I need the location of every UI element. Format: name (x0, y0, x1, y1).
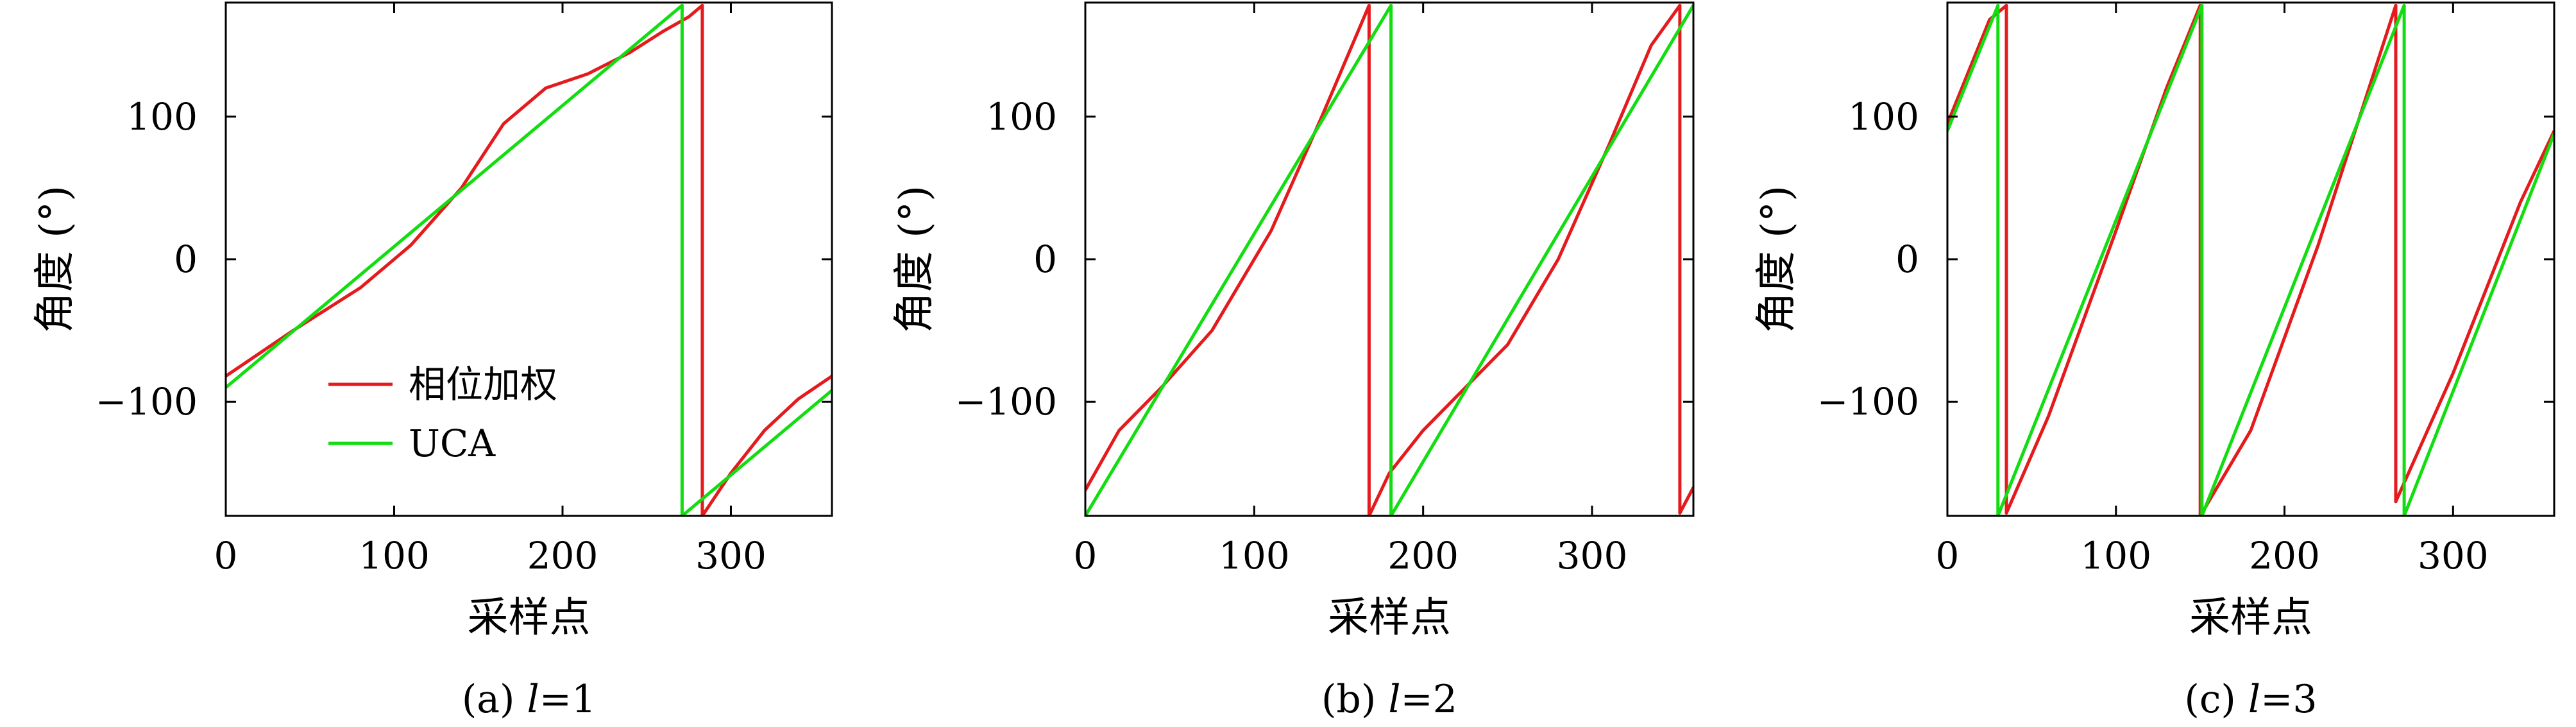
panel-caption: (a) l=1 (462, 677, 596, 722)
series-line-phase-weighted (1947, 3, 2554, 516)
legend: 相位加权 UCA (328, 363, 557, 465)
caption-variable: l (1388, 677, 1400, 722)
x-tick-label: 200 (527, 534, 598, 577)
y-tick-label: 100 (1848, 95, 1919, 139)
series-line-phase-weighted (226, 3, 832, 516)
panel-2: 0 100 200 300 −100 0 100 采样点 角度 (°) (b) l=2 (891, 1, 1695, 722)
caption-value: =3 (2260, 677, 2317, 722)
panel-1: 0 100 200 300 −100 0 100 采样点 角度 (°) (a) l=1 相位加权 UC… (31, 1, 833, 722)
panel-caption: (b) l=2 (1321, 677, 1457, 722)
x-tick-label: 100 (2080, 534, 2151, 577)
legend-label: 相位加权 (409, 363, 557, 406)
series-line-phase-weighted (1085, 3, 1693, 516)
series-line-uca (226, 3, 832, 516)
caption-value: =2 (1401, 677, 1457, 722)
x-tick-label: 200 (1387, 534, 1459, 577)
panel-3: 0 100 200 300 −100 0 100 采样点 角度 (°) (c) l=3 (1753, 1, 2555, 722)
y-tick-label: 100 (126, 95, 198, 139)
x-tick-label: 0 (1074, 534, 1097, 577)
y-tick-label: 0 (1895, 237, 1919, 281)
x-axis-label: 采样点 (1328, 594, 1451, 642)
y-tick-label: −100 (96, 380, 198, 423)
x-tick-label: 300 (695, 534, 767, 577)
series-line-uca (1085, 3, 1693, 516)
x-tick-label: 0 (1936, 534, 1960, 577)
y-tick-label: 0 (174, 237, 198, 281)
x-tick-label: 300 (1557, 534, 1628, 577)
caption-prefix: (a) (462, 677, 527, 722)
caption-variable: l (2248, 677, 2260, 722)
plot-frame (1084, 1, 1695, 517)
y-tick-label: 100 (986, 95, 1057, 139)
x-tick-label: 100 (359, 534, 430, 577)
y-tick-label: 0 (1033, 237, 1057, 281)
series-line-uca (1947, 3, 2554, 516)
legend-label: UCA (409, 422, 496, 465)
x-tick-label: 300 (2418, 534, 2489, 577)
x-tick-label: 0 (214, 534, 238, 577)
x-tick-label: 100 (1219, 534, 1290, 577)
caption-prefix: (c) (2184, 677, 2248, 722)
x-axis-label: 采样点 (468, 594, 591, 642)
plot-frame (225, 1, 833, 517)
x-axis-label: 采样点 (2189, 594, 2312, 642)
caption-value: =1 (539, 677, 596, 722)
caption-variable: l (527, 677, 539, 722)
caption-prefix: (b) (1321, 677, 1388, 722)
y-axis-label: 角度 (°) (31, 185, 79, 333)
y-axis-label: 角度 (°) (1753, 185, 1801, 333)
panel-caption: (c) l=3 (2184, 677, 2317, 722)
y-axis-label: 角度 (°) (891, 185, 938, 333)
y-tick-label: −100 (955, 380, 1057, 423)
x-tick-label: 200 (2249, 534, 2320, 577)
y-tick-label: −100 (1817, 380, 1919, 423)
